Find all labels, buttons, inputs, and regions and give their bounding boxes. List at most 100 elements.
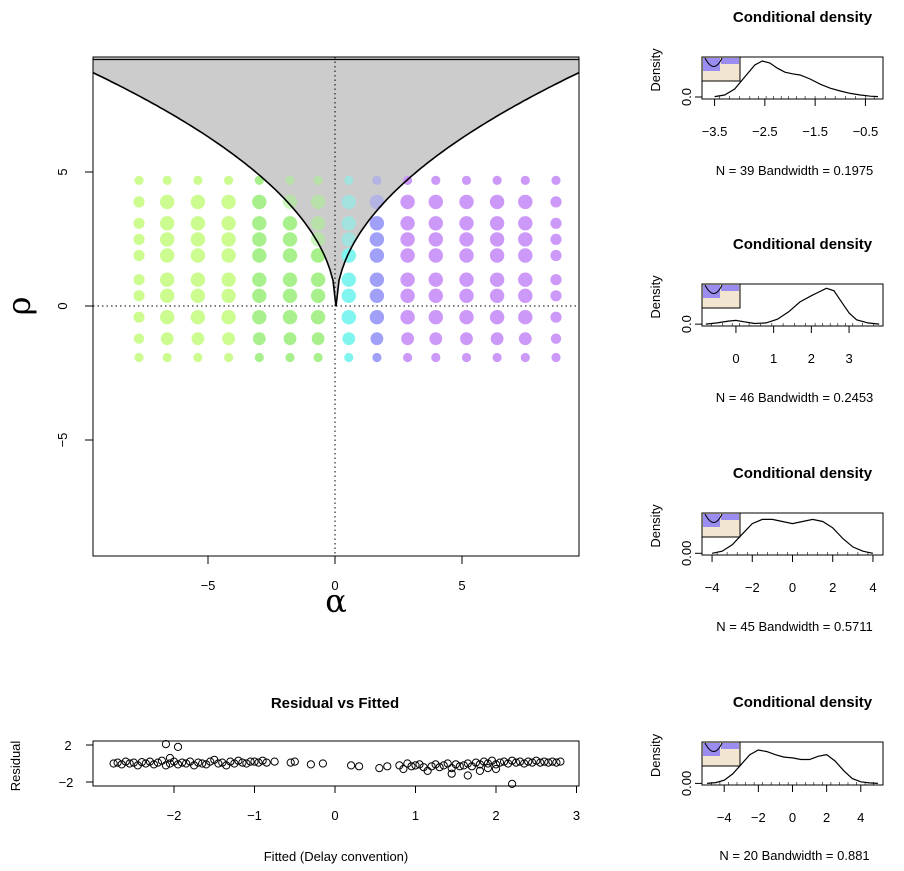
grid-dot (369, 216, 385, 231)
residual-point (475, 766, 484, 776)
grid-dot (489, 310, 505, 325)
residual-point (355, 762, 364, 771)
x-tick-label: −4 (705, 580, 720, 595)
residual-point (254, 758, 263, 767)
x-tick-label: 0 (789, 810, 796, 825)
grid-dot (190, 194, 206, 210)
residual-point (459, 761, 468, 770)
residual-point (246, 757, 255, 766)
grid-dot (520, 352, 530, 363)
residual-point (500, 757, 509, 766)
grid-dot (492, 175, 502, 185)
grid-dot (341, 310, 356, 325)
residual-points (109, 740, 565, 789)
x-tick-label: 1 (412, 808, 419, 823)
grid-dot (252, 332, 266, 346)
residual-x-label: Fitted (Delay convention) (264, 849, 409, 864)
x-tick-label: 5 (458, 578, 465, 593)
residual-point (491, 760, 501, 769)
grid-dot (341, 272, 356, 287)
grid-dot (134, 352, 144, 363)
grid-dot (428, 194, 443, 210)
residual-point (270, 757, 279, 766)
grid-dot (160, 272, 175, 287)
grid-dot (428, 288, 443, 303)
residual-point (125, 759, 134, 768)
grid-dot (518, 288, 533, 303)
grid-dot (489, 232, 505, 247)
grid-dot (190, 216, 206, 231)
grid-dot (369, 288, 385, 303)
residual-point (238, 758, 247, 767)
y-axis: −5 0 5 (55, 168, 93, 447)
residual-point (512, 758, 521, 767)
grid-dot (190, 272, 206, 287)
residual-point (548, 757, 557, 766)
grid-dot (133, 311, 145, 323)
grid-dot (160, 310, 175, 325)
grid-dot (160, 216, 175, 231)
residual-point (411, 761, 420, 770)
grid-dot (160, 194, 175, 210)
residual-point (194, 758, 203, 767)
grid-dot (492, 352, 502, 363)
residual-point (540, 757, 549, 766)
residual-point (290, 757, 299, 766)
density-y-label: Density (648, 48, 663, 92)
grid-dot (550, 233, 562, 245)
grid-dot (459, 272, 474, 287)
residual-point (242, 759, 251, 768)
x-tick-label: −1 (247, 808, 262, 823)
grid-dot (221, 194, 236, 210)
grid-dot (459, 232, 474, 247)
residual-point (427, 762, 436, 771)
grid-dot (252, 194, 267, 210)
grid-dot (489, 194, 505, 210)
shaded-region (93, 57, 579, 307)
residual-panel: Residual vs Fitted −2 −1 0 1 2 3 2 −2 Fi… (8, 695, 580, 864)
grid-dot (520, 175, 530, 185)
grid-dot (400, 194, 415, 210)
residual-point (306, 760, 315, 769)
x-tick-label: −2 (745, 580, 760, 595)
residual-point (415, 760, 424, 769)
residual-point (471, 758, 480, 767)
residual-point (423, 766, 432, 776)
density-y-label: Density (648, 733, 663, 777)
grid-dot (133, 217, 145, 229)
boundary-curve-right (335, 71, 580, 307)
residual-point (318, 759, 327, 768)
residual-point (552, 758, 561, 767)
grid-dot (224, 352, 234, 363)
residual-point (536, 758, 545, 767)
density-curve (714, 60, 879, 98)
x-tick-label: −3.5 (702, 124, 728, 139)
grid-dot (400, 272, 415, 287)
density-panel: Conditional density −4 −2 0 2 4 0.00 Density N =… (648, 465, 884, 634)
density-title: Conditional density (733, 465, 873, 482)
grid-dot (341, 288, 356, 303)
x-tick-label: −2.5 (752, 124, 778, 139)
dot-grid (133, 175, 562, 363)
x-tick-label: 0 (732, 351, 739, 366)
inset-thumbnail (701, 56, 741, 82)
grid-dot (252, 216, 267, 231)
grid-dot (369, 272, 385, 287)
residual-point (435, 763, 444, 772)
grid-dot (341, 194, 356, 210)
residual-point (532, 756, 541, 765)
grid-dot (133, 290, 145, 302)
grid-dot (313, 175, 323, 185)
grid-dot (254, 352, 264, 363)
inset-thumbnail (701, 741, 741, 767)
residual-point (524, 757, 533, 766)
y-tick-label: 0.00 (679, 771, 694, 796)
grid-dot (400, 232, 415, 247)
residual-point (173, 742, 183, 752)
residual-point (463, 759, 472, 768)
y-tick-label: 0 (55, 302, 70, 309)
grid-dot (489, 288, 505, 303)
inset-thumbnail (701, 512, 741, 538)
y-tick-label: 5 (55, 168, 70, 175)
density-frame (701, 283, 884, 327)
